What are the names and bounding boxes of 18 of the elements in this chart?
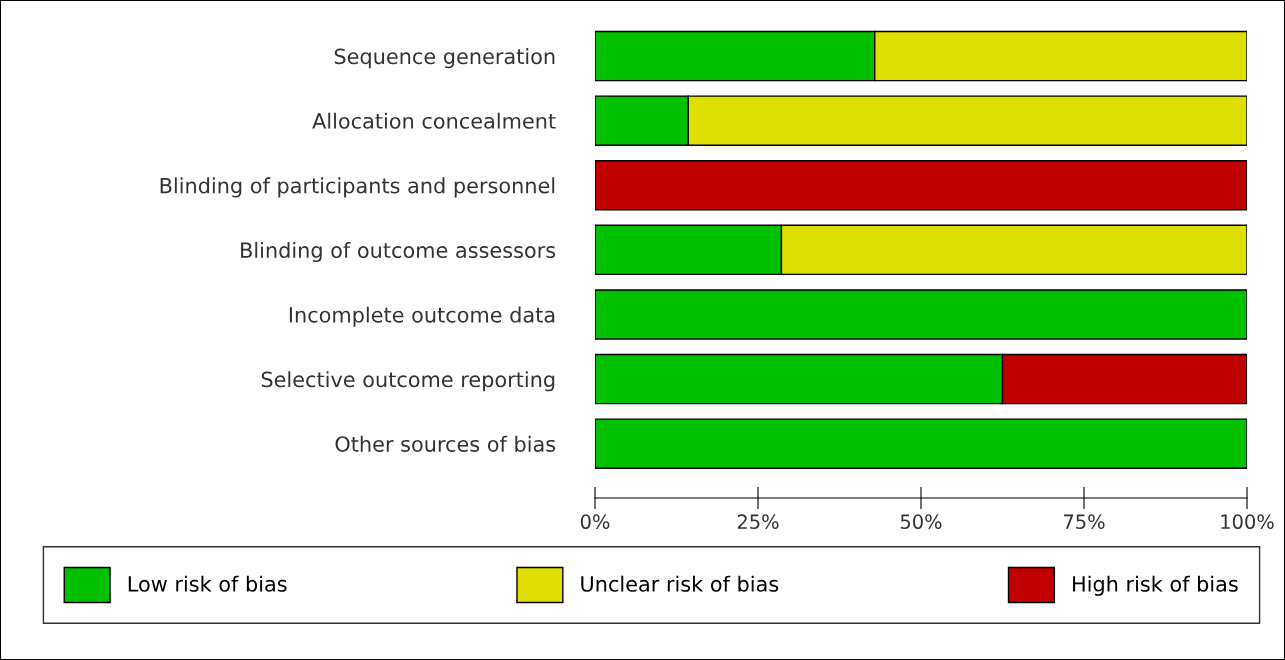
x-tick-label: 100% xyxy=(1221,514,1274,530)
x-tick-label: 25% xyxy=(737,514,779,530)
y-tick-label: Incomplete outcome data xyxy=(289,306,555,327)
bar xyxy=(595,289,1247,340)
bar xyxy=(595,418,1247,469)
y-tick-label: Blinding of outcome assessors xyxy=(241,241,556,263)
y-tick-label: Sequence generation xyxy=(334,48,555,69)
legend-label: Low risk of bias xyxy=(128,575,287,592)
x-tick-label: 75% xyxy=(1063,514,1105,530)
bar xyxy=(595,160,1247,211)
x-tick-label: 50% xyxy=(900,514,942,530)
legend-label: High risk of bias xyxy=(1073,575,1238,596)
x-tick-label: 0% xyxy=(580,514,610,530)
y-tick-label: Blinding of participants and personnel xyxy=(160,177,555,198)
legend-label: Unclear risk of bias xyxy=(581,575,779,592)
y-tick-label: Allocation concealment xyxy=(312,112,556,129)
y-tick-label: Other sources of bias xyxy=(335,435,556,452)
y-tick-label: Selective outcome reporting xyxy=(261,371,555,392)
